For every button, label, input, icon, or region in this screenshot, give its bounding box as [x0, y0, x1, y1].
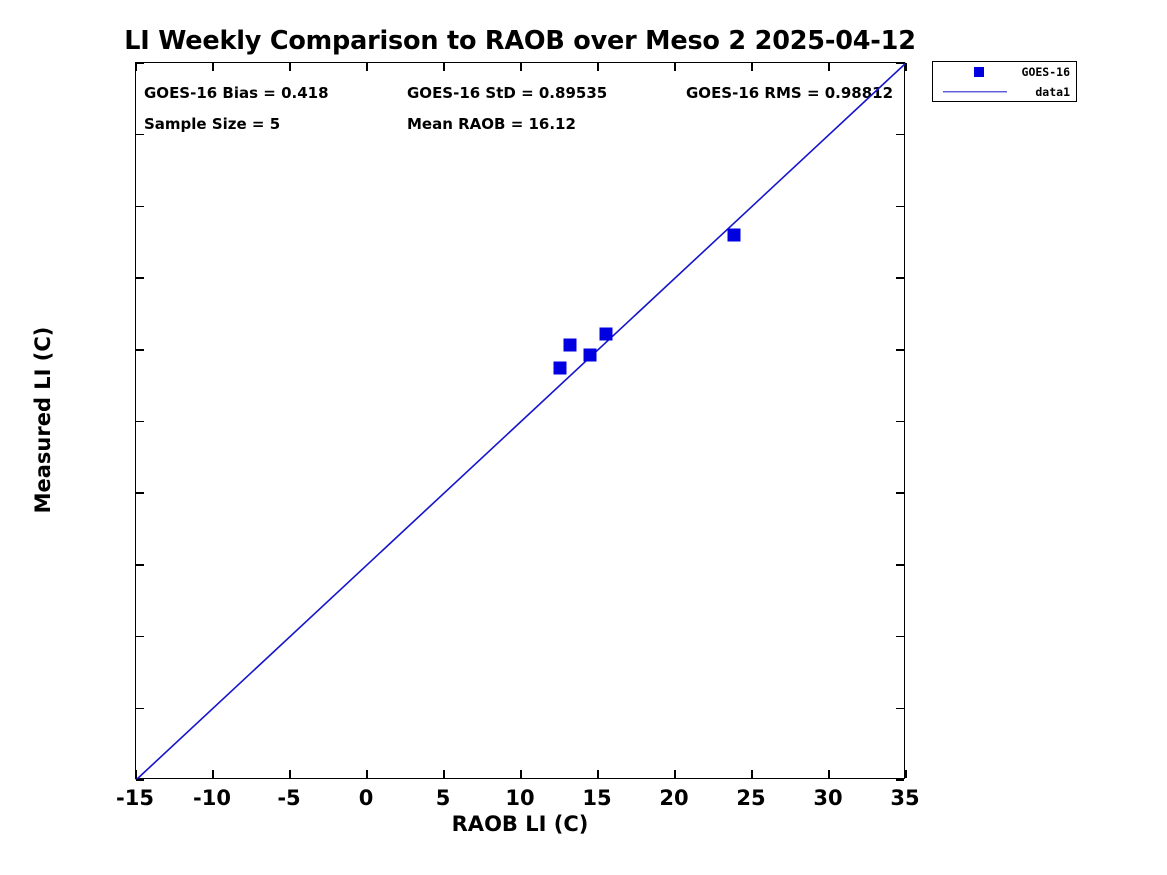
y-tick: [136, 62, 144, 64]
y-tick-right: [896, 62, 904, 64]
y-tick: [136, 133, 144, 136]
annotation-mean-raob: Mean RAOB = 16.12: [407, 115, 576, 133]
x-tick: [597, 770, 599, 778]
plot-inner: [135, 62, 907, 781]
annotation-sample-size: Sample Size = 5: [144, 115, 281, 133]
y-tick: [136, 205, 144, 208]
legend-entry-data1[interactable]: data1: [933, 82, 1076, 102]
x-tick: [520, 770, 522, 778]
x-tick: [366, 770, 368, 778]
x-tick-label: -5: [277, 786, 301, 810]
x-tick-top: [366, 63, 368, 71]
reference-line: [135, 62, 907, 781]
y-tick-right: [896, 277, 904, 279]
x-tick-top: [597, 63, 599, 71]
x-tick-label: 10: [505, 786, 535, 810]
data-series-layer: [135, 62, 907, 781]
x-tick-label: -15: [116, 786, 154, 810]
y-tick-right: [896, 205, 904, 208]
x-tick-top: [828, 63, 830, 71]
x-tick-top: [443, 63, 445, 71]
x-tick: [828, 770, 830, 778]
x-tick-label: 0: [358, 786, 374, 810]
data-point-marker: [583, 348, 597, 362]
x-tick-top: [905, 63, 907, 71]
legend-label-goes16: GOES-16: [1021, 65, 1070, 79]
legend-line-swatch: [943, 91, 1007, 93]
x-tick-label: 5: [435, 786, 451, 810]
data-point-marker: [553, 361, 566, 375]
y-tick: [136, 492, 144, 494]
x-tick: [289, 770, 291, 778]
annotation-rms: GOES-16 RMS = 0.98812: [686, 84, 894, 102]
legend-entry-goes16[interactable]: GOES-16: [933, 62, 1076, 82]
chart-title: LI Weekly Comparison to RAOB over Meso 2…: [124, 26, 916, 56]
x-tick: [135, 770, 137, 778]
y-tick-right: [896, 779, 904, 781]
x-tick-label: -10: [193, 786, 231, 810]
x-tick-label: 35: [890, 786, 920, 810]
y-tick: [136, 349, 144, 351]
y-tick: [136, 707, 144, 710]
legend-marker-swatch: [974, 67, 984, 77]
y-tick-right: [896, 492, 904, 494]
reference-line-group: [135, 62, 907, 781]
x-tick-top: [520, 63, 522, 71]
data-point-marker: [563, 338, 577, 352]
y-tick-right: [896, 635, 904, 638]
x-tick: [674, 770, 676, 778]
annotation-std: GOES-16 StD = 0.89535: [407, 84, 608, 102]
x-tick-label: 20: [659, 786, 689, 810]
data-point-marker: [727, 228, 741, 242]
x-tick-label: 15: [582, 786, 612, 810]
x-tick-top: [212, 63, 214, 71]
y-tick-right: [896, 564, 904, 566]
x-tick-top: [751, 63, 753, 71]
x-tick: [212, 770, 214, 778]
x-tick-label: 25: [736, 786, 766, 810]
y-tick: [136, 635, 144, 638]
x-tick: [443, 770, 445, 778]
x-tick-top: [289, 63, 291, 71]
y-tick-right: [896, 349, 904, 351]
data-point-marker: [599, 327, 613, 341]
y-axis-label: Measured LI (C): [31, 326, 55, 514]
chart-legend[interactable]: GOES-16 data1: [932, 61, 1077, 102]
x-tick: [751, 770, 753, 778]
y-tick-right: [896, 707, 904, 710]
legend-label-data1: data1: [1035, 85, 1070, 99]
plot-area: [135, 62, 907, 781]
y-tick: [136, 564, 144, 566]
x-tick-top: [674, 63, 676, 71]
x-axis-label: RAOB LI (C): [451, 812, 589, 836]
y-tick: [136, 779, 144, 781]
y-tick-right: [896, 420, 904, 423]
annotation-bias: GOES-16 Bias = 0.418: [144, 84, 329, 102]
y-tick: [136, 420, 144, 423]
x-tick: [905, 770, 907, 778]
x-tick-label: 30: [813, 786, 843, 810]
x-tick-top: [135, 63, 137, 71]
y-tick-right: [896, 133, 904, 136]
y-tick: [136, 277, 144, 279]
